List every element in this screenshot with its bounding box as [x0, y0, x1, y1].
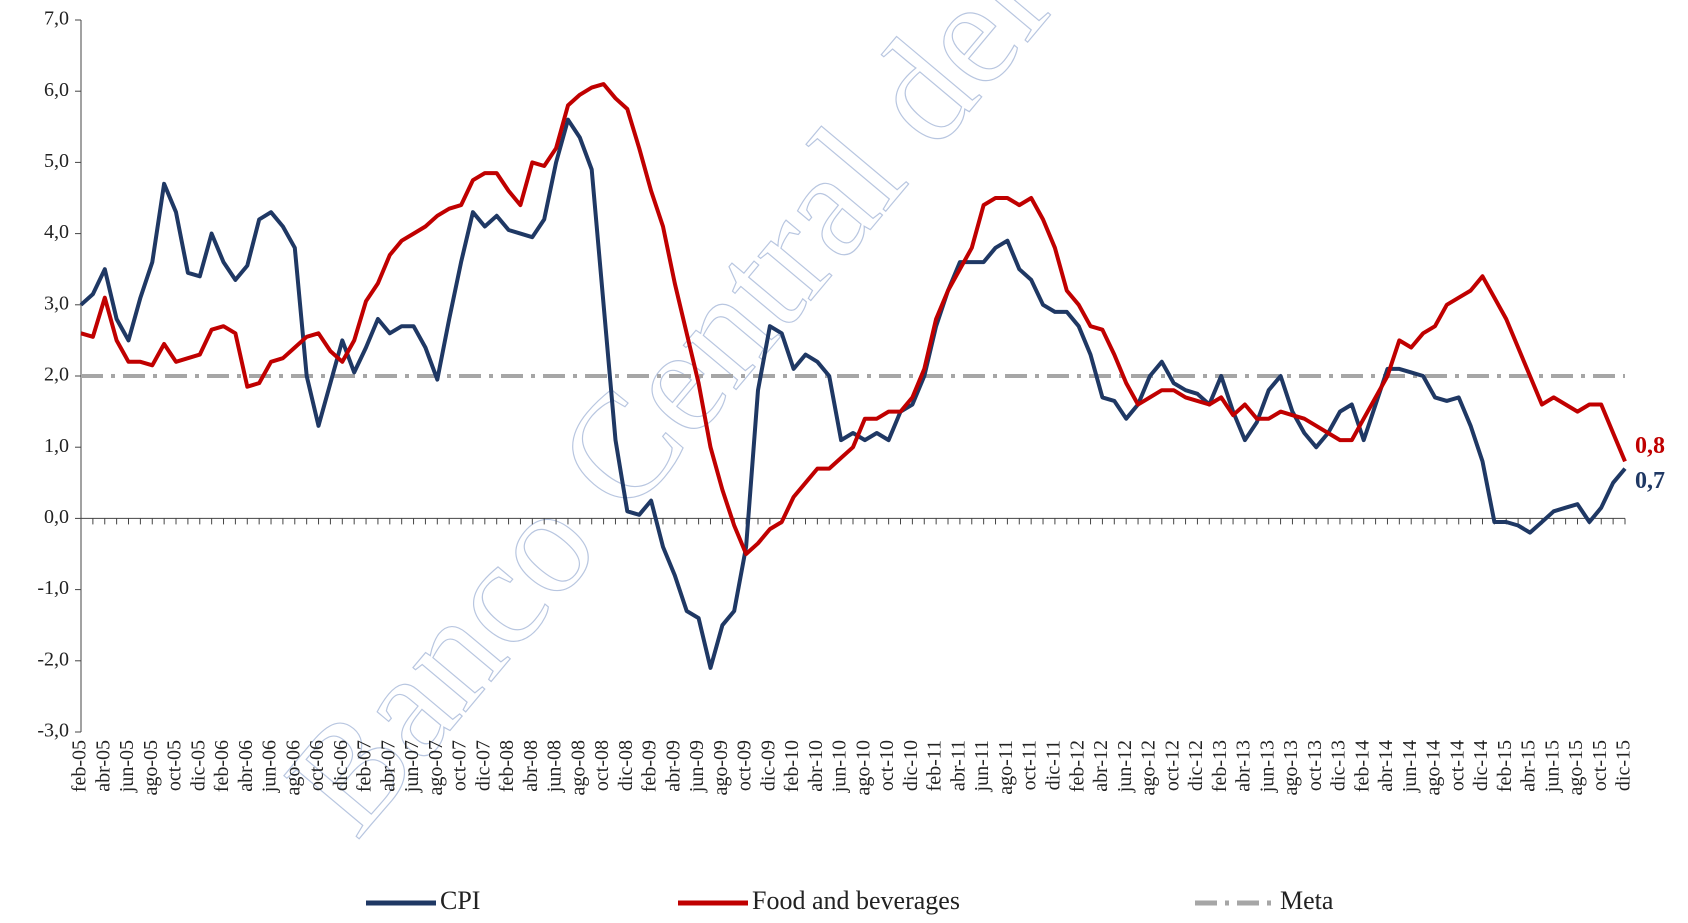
series-line: [79, 117, 1627, 670]
x-tick-label: abr-05: [92, 740, 114, 792]
x-tick-label: ago-13: [1280, 740, 1302, 796]
x-tick-label: jun-14: [1399, 740, 1421, 793]
x-tick-label: dic-08: [615, 740, 637, 791]
x-tick-label: feb-09: [639, 740, 661, 792]
x-tick-label: jun-11: [971, 740, 993, 792]
x-tick-label: oct-09: [734, 740, 756, 791]
x-tick-label: dic-09: [757, 740, 779, 791]
x-tick-label: jun-08: [544, 740, 566, 793]
x-tick-label: jun-12: [1114, 740, 1136, 793]
x-tick-label: ago-09: [710, 740, 732, 796]
series-line: [80, 82, 1627, 556]
x-tick-label: ago-05: [140, 740, 162, 796]
x-tick-label: feb-08: [496, 740, 518, 792]
x-tick-label: abr-15: [1518, 740, 1540, 792]
x-tick-label: jun-15: [1541, 740, 1563, 793]
x-tick-label: oct-05: [164, 740, 186, 791]
x-tick-label: feb-12: [1066, 740, 1088, 792]
x-tick-label: abr-08: [520, 740, 542, 792]
x-tick-label: dic-11: [1043, 740, 1065, 790]
x-tick-label: dic-13: [1328, 740, 1350, 791]
x-tick-label: feb-07: [354, 740, 376, 792]
x-tick-label: dic-07: [472, 740, 494, 791]
x-tick-label: dic-15: [1613, 740, 1635, 791]
x-tick-label: oct-12: [1161, 740, 1183, 791]
y-tick-label: 5,0: [44, 150, 69, 172]
x-tick-label: ago-14: [1423, 740, 1445, 796]
y-tick-label: 6,0: [44, 79, 69, 101]
x-tick-label: dic-05: [187, 740, 209, 791]
x-tick-label: abr-06: [235, 740, 257, 792]
y-tick-label: 3,0: [44, 292, 69, 314]
x-tick-label: ago-12: [1138, 740, 1160, 796]
legend-label: CPI: [440, 886, 480, 915]
x-tick-label: dic-12: [1185, 740, 1207, 791]
x-tick-label: jun-13: [1256, 740, 1278, 793]
x-tick-label: oct-06: [306, 740, 328, 791]
x-tick-label: ago-08: [567, 740, 589, 796]
x-tick-label: ago-15: [1565, 740, 1587, 796]
x-tick-label: oct-15: [1589, 740, 1611, 791]
x-tick-label: ago-10: [852, 740, 874, 796]
end-label: 0,8: [1635, 433, 1665, 459]
x-tick-label: feb-11: [924, 740, 946, 791]
x-tick-label: jun-09: [686, 740, 708, 793]
x-tick-label: dic-06: [330, 740, 352, 791]
x-tick-label: jun-10: [829, 740, 851, 793]
x-tick-label: oct-08: [591, 740, 613, 791]
legend-label: Meta: [1280, 886, 1334, 915]
x-tick-label: oct-10: [876, 740, 898, 791]
y-tick-label: -3,0: [37, 720, 69, 742]
x-tick-label: oct-14: [1446, 740, 1468, 791]
x-tick-label: abr-12: [1090, 740, 1112, 792]
legend-label: Food and beverages: [752, 886, 960, 915]
y-tick-label: 0,0: [44, 506, 69, 528]
x-tick-label: jun-05: [116, 740, 138, 793]
x-tick-label: abr-07: [377, 740, 399, 792]
x-tick-label: feb-15: [1494, 740, 1516, 792]
x-tick-label: dic-14: [1470, 740, 1492, 791]
x-tick-label: dic-10: [900, 740, 922, 791]
y-tick-label: 2,0: [44, 364, 69, 386]
x-tick-label: oct-13: [1304, 740, 1326, 791]
x-tick-label: abr-09: [662, 740, 684, 792]
x-tick-label: ago-06: [282, 740, 304, 796]
y-tick-label: -2,0: [37, 648, 69, 670]
x-tick-label: ago-07: [425, 740, 447, 796]
x-tick-label: abr-11: [947, 740, 969, 791]
end-label: 0,7: [1635, 468, 1665, 494]
y-tick-label: 4,0: [44, 221, 69, 243]
y-tick-label: 1,0: [44, 435, 69, 457]
x-tick-label: ago-11: [995, 740, 1017, 795]
x-tick-label: feb-10: [781, 740, 803, 792]
x-tick-label: oct-07: [449, 740, 471, 791]
x-tick-label: feb-14: [1351, 740, 1373, 792]
y-tick-label: -1,0: [37, 577, 69, 599]
x-tick-label: feb-06: [211, 740, 233, 792]
x-tick-label: abr-13: [1233, 740, 1255, 792]
x-tick-label: jun-06: [259, 740, 281, 793]
x-tick-label: oct-11: [1019, 740, 1041, 790]
x-tick-label: feb-13: [1209, 740, 1231, 792]
x-tick-label: abr-14: [1375, 740, 1397, 792]
x-tick-label: jun-07: [401, 740, 423, 793]
y-tick-label: 7,0: [44, 8, 69, 30]
x-tick-label: feb-05: [69, 740, 91, 792]
x-tick-label: abr-10: [805, 740, 827, 792]
